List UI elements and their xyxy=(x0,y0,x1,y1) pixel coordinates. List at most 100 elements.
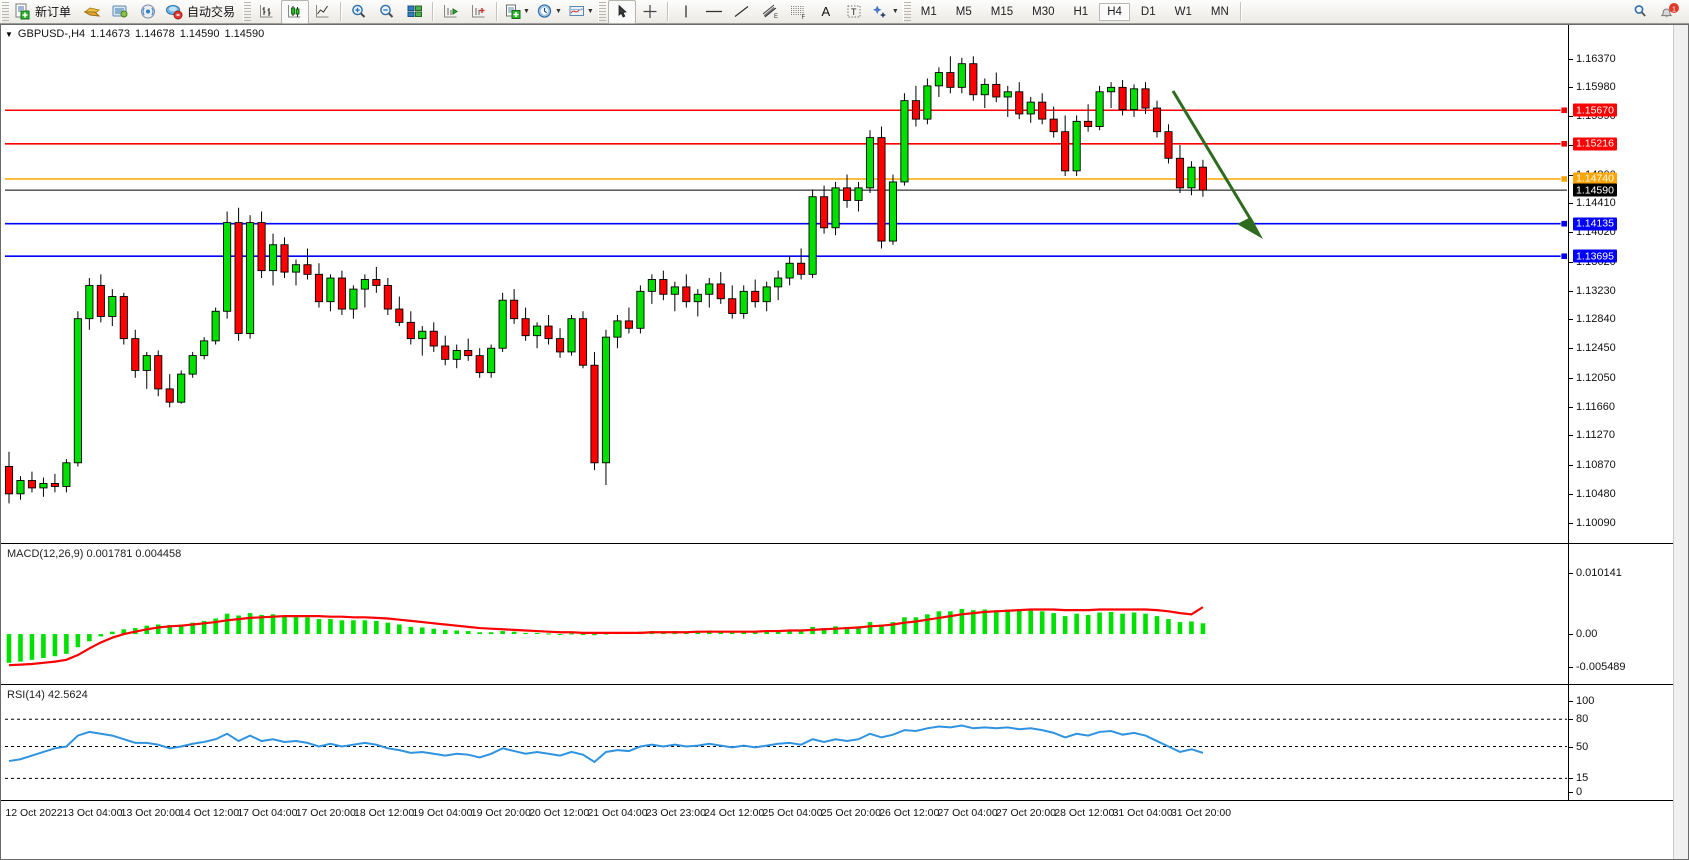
candle xyxy=(257,211,266,279)
timeframe-m30[interactable]: M30 xyxy=(1032,5,1055,18)
candle xyxy=(923,78,932,125)
zoom-out-button[interactable] xyxy=(373,0,401,24)
bar-chart-button[interactable] xyxy=(253,0,281,24)
time-tick-label: 31 Oct 04:00 xyxy=(1112,807,1173,819)
macd-histogram-bar xyxy=(925,614,930,635)
periods-dropdown-arrow[interactable]: ▼ xyxy=(554,8,562,15)
candle xyxy=(705,278,714,308)
price-axis-line xyxy=(1568,25,1569,801)
candle xyxy=(888,174,898,245)
horizontal-line-button[interactable] xyxy=(700,0,728,24)
chart-menu-caret-icon[interactable]: ▼ xyxy=(5,29,13,39)
autotrading-button[interactable]: 自动交易 xyxy=(162,0,242,24)
fibonacci-button[interactable]: F xyxy=(784,0,812,24)
candle xyxy=(1152,100,1162,138)
deals-button[interactable] xyxy=(78,0,106,24)
timeframe-m1[interactable]: M1 xyxy=(920,5,937,18)
time-tick-label: 26 Oct 12:00 xyxy=(879,807,940,819)
signals-button[interactable] xyxy=(134,0,162,24)
time-tick-label: 12 Oct 2022 xyxy=(5,807,63,819)
tile-windows-button[interactable] xyxy=(401,0,429,24)
toolbar-grip-2[interactable] xyxy=(243,1,252,22)
time-tick-label: 25 Oct 20:00 xyxy=(820,807,881,819)
templates-dropdown-arrow[interactable]: ▼ xyxy=(586,8,594,15)
chart-shift-button[interactable] xyxy=(437,0,465,24)
level-line-resistance-1[interactable] xyxy=(5,140,1568,148)
zoom-in-button[interactable] xyxy=(345,0,373,24)
new-order-button[interactable]: 新订单 xyxy=(11,0,78,24)
candle xyxy=(1015,82,1024,120)
price-level-badge-resistance[interactable]: 1.15670 xyxy=(1573,103,1617,117)
macd-histogram-bar xyxy=(729,631,735,635)
price-level-badge-support[interactable]: 1.14135 xyxy=(1573,217,1617,231)
crosshair-button[interactable] xyxy=(636,0,664,24)
templates-button[interactable]: ▼ xyxy=(565,0,597,24)
level-line-resistance-0[interactable] xyxy=(5,106,1568,114)
timeframe-w1[interactable]: W1 xyxy=(1174,5,1192,18)
candle xyxy=(831,181,840,236)
candle xyxy=(27,471,37,493)
time-tick-label: 28 Oct 12:00 xyxy=(1054,807,1115,819)
macd-histogram-bar xyxy=(98,634,104,637)
toolbar-grip-4[interactable] xyxy=(902,1,911,22)
level-line-current-2[interactable] xyxy=(5,175,1568,183)
vertical-line-button[interactable] xyxy=(672,0,700,24)
macd-pane[interactable]: MACD(12,26,9) 0.001781 0.004458 0.010141… xyxy=(1,545,1688,685)
toolbar-separator-3 xyxy=(496,2,499,21)
equidistant-channel-button[interactable]: E xyxy=(756,0,784,24)
line-chart-button[interactable] xyxy=(309,0,337,24)
macd-signal-line xyxy=(8,606,1204,667)
candle xyxy=(418,326,427,356)
toolbar-grip-3[interactable] xyxy=(597,1,606,22)
chart-window[interactable]: ▼ GBPUSD-,H4 1.14673 1.14678 1.14590 1.1… xyxy=(0,24,1689,860)
candle xyxy=(1072,115,1081,177)
indicators-dropdown-arrow[interactable]: ▼ xyxy=(523,8,530,15)
time-tick-label: 13 Oct 04:00 xyxy=(62,807,123,819)
symbol-info-bar[interactable]: ▼ GBPUSD-,H4 1.14673 1.14678 1.14590 1.1… xyxy=(5,28,264,40)
macd-histogram-bar xyxy=(1016,610,1022,635)
rsi-pane[interactable]: RSI(14) 42.5624 100 80 50 15 0 xyxy=(1,686,1688,801)
macd-histogram-bar xyxy=(787,629,792,635)
price-level-badge-bid[interactable]: 1.14590 xyxy=(1573,183,1617,197)
macd-histogram-bar xyxy=(52,634,58,657)
timeframe-m15[interactable]: M15 xyxy=(990,5,1014,18)
macd-histogram-bar xyxy=(1131,612,1137,635)
trend-arrow-annotation[interactable] xyxy=(1171,90,1263,239)
candle xyxy=(280,237,289,279)
price-level-badge-resistance[interactable]: 1.15216 xyxy=(1573,137,1617,151)
candlestick-chart-button[interactable] xyxy=(281,0,310,24)
search-button[interactable] xyxy=(1627,0,1655,24)
timeframe-m5[interactable]: M5 xyxy=(955,5,972,18)
crosshair-icon xyxy=(643,5,657,18)
terminal-button[interactable] xyxy=(106,0,134,24)
candle xyxy=(39,477,48,497)
rsi-tick-mark xyxy=(1569,701,1573,702)
alerts-button[interactable]: 1 xyxy=(1655,0,1683,24)
text-button[interactable]: A xyxy=(812,0,840,24)
candle xyxy=(96,274,105,323)
macd-histogram-bar xyxy=(913,617,919,635)
periods-button[interactable]: ▼ xyxy=(533,0,565,24)
price-level-badge-support[interactable]: 1.13695 xyxy=(1573,249,1617,263)
candle xyxy=(510,289,519,324)
indicators-button[interactable]: ▼ xyxy=(501,0,533,24)
candle xyxy=(1061,115,1070,177)
vertical-scrollbar[interactable] xyxy=(1673,25,1688,859)
fibonacci-icon: F xyxy=(790,6,805,20)
toolbar-grip-1[interactable] xyxy=(1,1,9,22)
text-label-button[interactable]: T xyxy=(840,0,868,24)
shapes-dropdown-arrow[interactable]: ▼ xyxy=(891,8,899,15)
trendline-button[interactable] xyxy=(728,0,756,24)
shapes-icon xyxy=(872,5,886,18)
timeframe-h4[interactable]: H4 xyxy=(1099,2,1130,21)
price-pane[interactable]: ▼ GBPUSD-,H4 1.14673 1.14678 1.14590 1.1… xyxy=(1,25,1688,544)
price-level-badge-current[interactable]: 1.14740 xyxy=(1573,172,1617,186)
timeframe-d1[interactable]: D1 xyxy=(1140,5,1156,18)
auto-scroll-button[interactable] xyxy=(465,0,493,24)
timeframe-mn[interactable]: MN xyxy=(1210,5,1229,18)
shapes-button[interactable]: ▼ xyxy=(868,0,902,24)
timeframe-h1[interactable]: H1 xyxy=(1073,5,1089,18)
cursor-button[interactable] xyxy=(607,0,636,24)
candle xyxy=(16,476,25,500)
tile-windows-icon xyxy=(407,5,423,17)
